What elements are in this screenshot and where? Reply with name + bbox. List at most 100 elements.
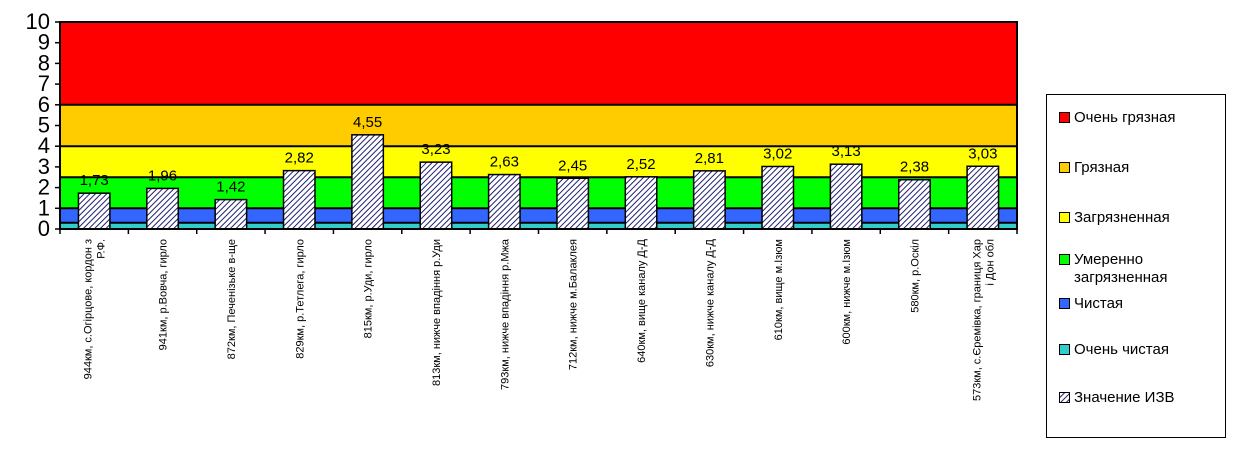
y-tick-label: 1 (38, 195, 50, 220)
x-tick-label-line: 793км, нижче впадіння р.Мжа (499, 238, 511, 390)
bar (897, 178, 931, 230)
x-tick-label-line: 573км, с.Єремівка, границя Хар (971, 239, 983, 401)
value-label: 1,73 (80, 172, 109, 189)
bar (214, 198, 248, 230)
value-label: 4,55 (353, 114, 382, 131)
bar (419, 161, 453, 230)
band-Очень чистая (60, 222, 1017, 229)
x-tick-label: 610км, вище м.Ізюм (773, 239, 785, 340)
band-Умеренно загрязненная (60, 177, 1017, 209)
x-tick-label: 941км, р.Вовча, гирло (158, 239, 170, 350)
legend-label: Очень грязная (1074, 109, 1176, 126)
legend-item-clean: Чистая (1059, 295, 1224, 313)
x-tick-label-line: 640км, вище каналу Д-Д (636, 238, 648, 362)
chart-svg: 1,73 1,96 1,42 2,82 4,55 3,23 2,63 2,45 2,52 2,81… (26, 9, 1018, 401)
value-label: 3,03 (968, 145, 997, 162)
legend-label: Чистая (1074, 295, 1124, 312)
value-label: 2,63 (490, 154, 519, 171)
value-labels-layer: 1,73 1,96 1,42 2,82 4,55 3,23 2,63 2,45 2,52 2,81… (80, 114, 998, 196)
x-tick-label-line: 610км, вище м.Ізюм (773, 239, 785, 340)
value-label: 2,38 (900, 159, 929, 176)
x-tick-label-line: 630км, нижче каналу Д-Д (704, 238, 716, 367)
value-label: 2,81 (695, 150, 724, 167)
legend-swatch-hatched (1059, 392, 1070, 403)
legend-item-moderately-polluted: Умеренно загрязненная (1059, 251, 1199, 287)
bar (624, 176, 658, 230)
band-Очень грязная (60, 22, 1017, 105)
bands-layer (60, 22, 1017, 229)
x-tick-label-line: 815км, р.Уди, гирло (363, 239, 375, 338)
bar (761, 165, 795, 230)
x-tick-label-line: 600км, нижче м.Ізюм (841, 239, 853, 345)
band-Загрязненная (60, 146, 1017, 178)
legend-item-very-dirty: Очень грязная (1059, 109, 1224, 127)
x-tick-label-line: 580км, р.Оскіл (909, 239, 921, 313)
x-tick-label: 630км, нижче каналу Д-Д (704, 238, 716, 367)
legend-item-polluted: Загрязненная (1059, 209, 1224, 227)
y-tick-label: 5 (38, 113, 50, 138)
x-tick-label: 712км, нижче м.Балаклея (568, 239, 580, 370)
x-tick-label-line: 829км, р.Тетлега, гирло (294, 239, 306, 359)
x-tick-label: 600км, нижче м.Ізюм (841, 239, 853, 345)
x-tick-label: 872км, Печенізьке в-ще (226, 239, 238, 359)
bar (966, 165, 1000, 230)
value-label: 2,45 (558, 157, 587, 174)
legend-swatch (1059, 344, 1070, 355)
legend-label: Грязная (1074, 159, 1130, 176)
bar (692, 170, 726, 230)
y-tick-label: 3 (38, 154, 50, 179)
x-tick-label: 580км, р.Оскіл (909, 239, 921, 313)
legend-label: Очень чистая (1074, 341, 1169, 358)
x-tick-label: 813км, нижче впадіння р.Уди (431, 239, 443, 386)
bar (146, 187, 180, 230)
legend-label: Значение ИЗВ (1074, 389, 1175, 406)
value-label: 3,23 (421, 141, 450, 158)
x-tick-label-line: 712км, нижче м.Балаклея (568, 239, 580, 370)
legend-item-very-clean: Очень чистая (1059, 341, 1224, 359)
legend-label: Умеренно загрязненная (1074, 251, 1168, 286)
x-tick-label: 815км, р.Уди, гирло (363, 239, 375, 338)
y-tick-label: 0 (38, 216, 50, 241)
x-tick-label-line: Р.Ф. (96, 239, 108, 259)
y-tick-label: 2 (38, 175, 50, 200)
x-tick-label: 573км, с.Єремівка, границя Харі Дон обл (971, 239, 996, 401)
legend-swatch (1059, 254, 1070, 265)
y-tick-label: 9 (38, 30, 50, 55)
value-label: 2,82 (285, 150, 314, 167)
bar (351, 134, 385, 230)
bar (77, 192, 111, 230)
value-label: 3,02 (763, 145, 792, 162)
value-label: 3,13 (832, 143, 861, 160)
x-tick-label-line: 813км, нижче впадіння р.Уди (431, 239, 443, 386)
x-tick-label-line: 941км, р.Вовча, гирло (158, 239, 170, 350)
y-tick-label: 6 (38, 92, 50, 117)
x-tick-label: 640км, вище каналу Д-Д (636, 238, 648, 362)
legend-label: Загрязненная (1074, 209, 1170, 226)
y-tick-label: 10 (26, 9, 50, 34)
x-tick-label: 829км, р.Тетлега, гирло (294, 239, 306, 359)
legend-swatch (1059, 162, 1070, 173)
y-tick-label: 7 (38, 71, 50, 96)
x-tick-label: 944км, с.Огірцове, кордон зР.Ф. (83, 239, 108, 379)
bar (556, 177, 590, 230)
legend: Очень грязная Грязная Загрязненная Умере… (1046, 94, 1226, 438)
x-tick-label: 793км, нижче впадіння р.Мжа (499, 238, 511, 390)
bar (282, 169, 316, 230)
bar (487, 173, 521, 230)
band-Чистая (60, 208, 1017, 223)
legend-swatch (1059, 112, 1070, 123)
y-tick-label: 8 (38, 50, 50, 75)
x-tick-label-line: 944км, с.Огірцове, кордон з (83, 239, 95, 379)
legend-swatch (1059, 212, 1070, 223)
legend-swatch (1059, 298, 1070, 309)
y-tick-label: 4 (38, 133, 50, 158)
bars-layer (77, 134, 1000, 230)
x-tick-label-line: і Дон обл (984, 239, 996, 286)
value-label: 2,52 (626, 156, 655, 173)
bar (829, 163, 863, 230)
value-label: 1,42 (216, 179, 245, 196)
legend-item-dirty: Грязная (1059, 159, 1224, 177)
x-tick-label-line: 872км, Печенізьке в-ще (226, 239, 238, 359)
